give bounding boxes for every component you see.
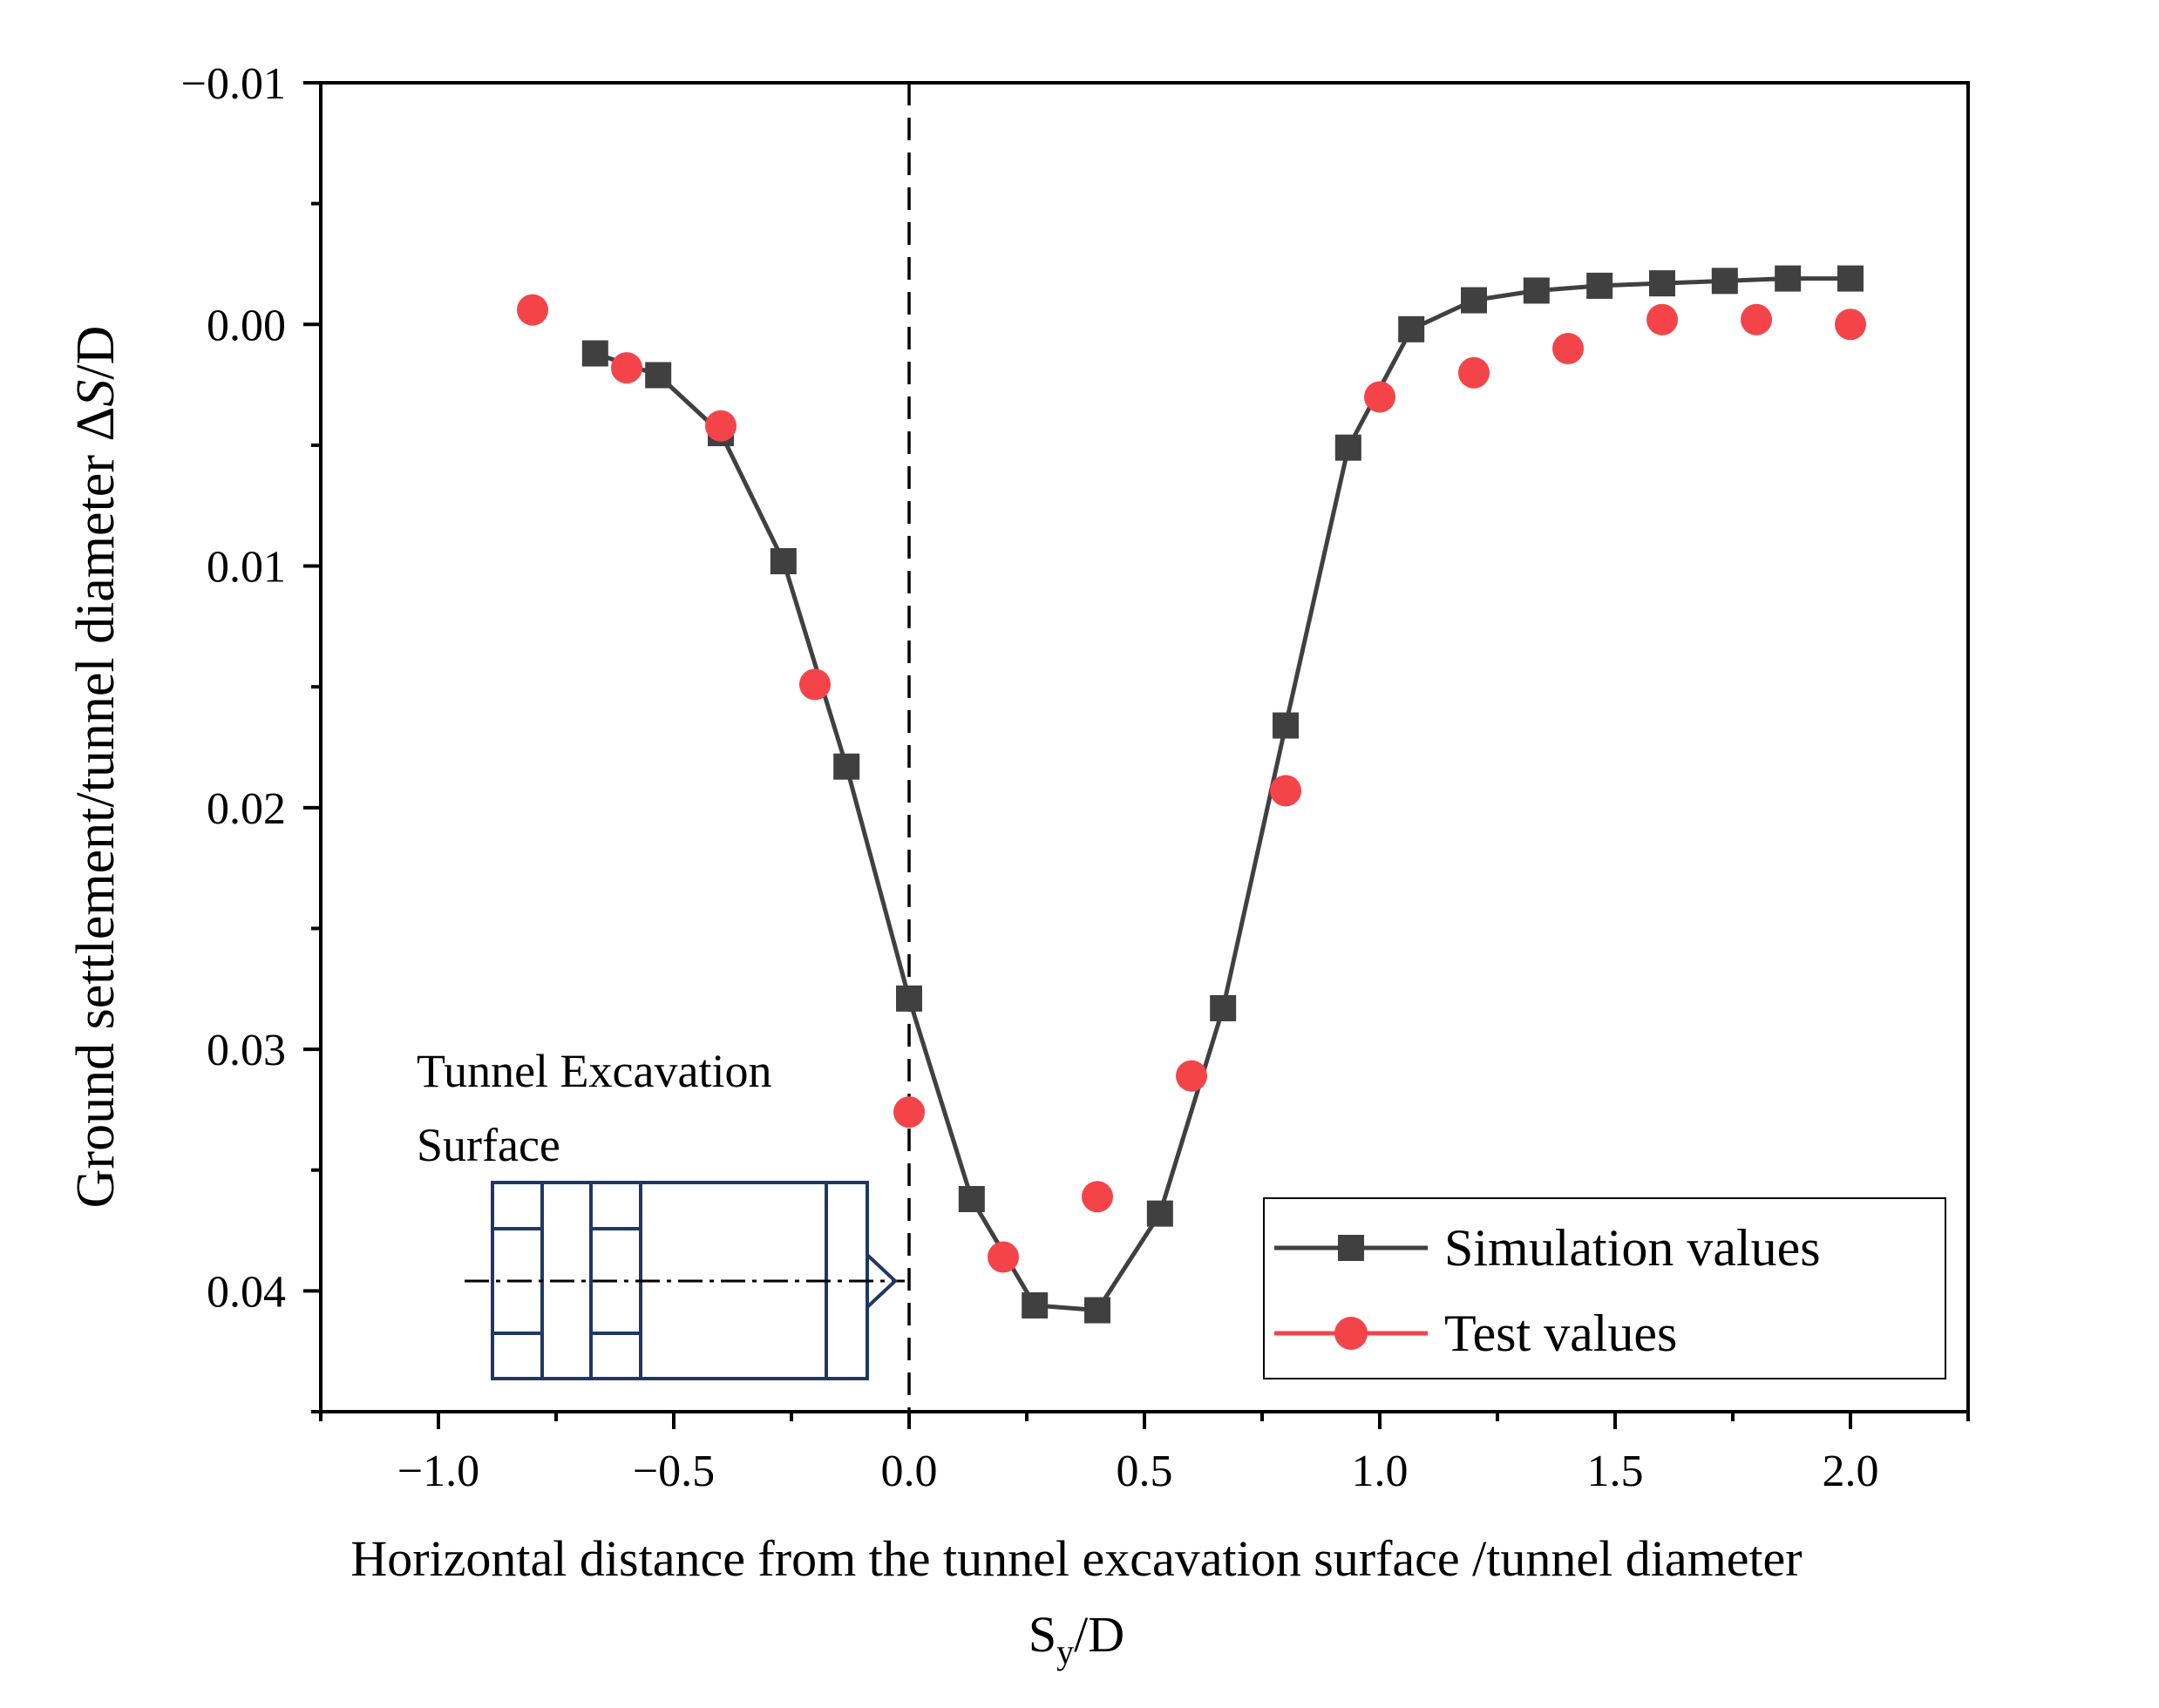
x-tick-label: 1.0: [1352, 1447, 1409, 1496]
test-point: [988, 1241, 1019, 1273]
simulation-point: [1711, 268, 1738, 295]
x-tick-label: 0.5: [1117, 1447, 1173, 1496]
simulation-point: [645, 362, 672, 389]
test-point: [611, 352, 642, 384]
test-point: [517, 294, 548, 326]
excavation-face-arrow: [866, 1253, 898, 1309]
x-axis-symbol: Sy/D: [1029, 1606, 1124, 1671]
test-point: [1364, 381, 1395, 413]
x-tick-label: 2.0: [1823, 1447, 1879, 1496]
simulation-point: [1398, 315, 1425, 342]
test-point: [1270, 775, 1301, 807]
legend-label-test: Test values: [1444, 1305, 1677, 1362]
test-point: [1176, 1060, 1207, 1092]
simulation-point: [1334, 434, 1361, 461]
axes: −0.01 0.00 0.01 0.02 0.03 0.04 −1.0 −0.5 0.0 0.5 1…: [181, 59, 1970, 1496]
legend-frame: [1263, 1197, 1946, 1379]
y-tick-label: 0.02: [207, 784, 286, 834]
annotation-line-2: Surface: [417, 1119, 560, 1171]
simulation-point: [1273, 712, 1299, 739]
simulation-point: [958, 1186, 985, 1212]
simulation-line: [594, 276, 1850, 1312]
simulation-point: [770, 548, 797, 574]
simulation-point: [1210, 994, 1237, 1021]
simulation-point: [1146, 1200, 1173, 1227]
simulation-point: [1837, 265, 1864, 292]
simulation-point: [1775, 265, 1802, 292]
x-tick-label: −0.5: [633, 1447, 715, 1496]
test-point: [1741, 303, 1772, 336]
y-tick-label: 0.04: [207, 1267, 286, 1317]
simulation-point: [1523, 277, 1550, 304]
simulation-point: [1461, 287, 1487, 314]
simulation-point: [1649, 270, 1675, 297]
tunnel-excavation-surface-schematic: [465, 1181, 905, 1380]
test-point: [799, 668, 831, 701]
simulation-point: [1084, 1297, 1110, 1324]
y-tick-label: −0.01: [181, 59, 286, 109]
simulation-point: [581, 340, 608, 367]
y-tick-label: 0.01: [207, 543, 286, 593]
simulation-series: [581, 265, 1864, 1324]
test-point: [1082, 1181, 1113, 1213]
test-point: [705, 410, 737, 442]
y-axis-label: Ground settlement/tunnel diameter ΔS/D: [66, 326, 126, 1209]
legend-label-simulation: Simulation values: [1444, 1219, 1821, 1277]
x-tick-label: 0.0: [881, 1447, 938, 1496]
y-tick-label: 0.03: [207, 1026, 286, 1075]
simulation-point: [896, 985, 922, 1012]
x-axis-label: Horizontal distance from the tunnel exca…: [350, 1530, 1802, 1587]
test-point: [1458, 356, 1490, 389]
x-tick-label: 1.5: [1587, 1447, 1644, 1496]
legend: Simulation values Test values: [1263, 1197, 1946, 1379]
legend-sim-marker: [1338, 1235, 1364, 1261]
test-point: [1552, 333, 1584, 364]
test-point: [893, 1096, 925, 1128]
simulation-point: [1586, 272, 1613, 299]
test-series: [517, 294, 1866, 1273]
y-tick-label: 0.00: [207, 301, 286, 350]
test-point: [1646, 303, 1678, 336]
annotation-line-1: Tunnel Excavation: [417, 1045, 771, 1097]
simulation-point: [1022, 1292, 1049, 1318]
simulation-point: [833, 753, 860, 780]
legend-test-marker: [1334, 1317, 1368, 1350]
test-point: [1835, 308, 1866, 341]
x-tick-label: −1.0: [397, 1447, 479, 1496]
